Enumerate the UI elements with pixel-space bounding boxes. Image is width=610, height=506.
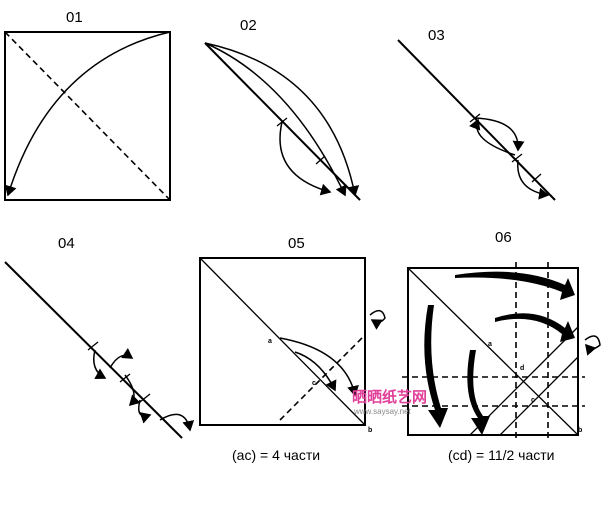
tick [119,373,131,383]
step-number: 06 [495,229,512,246]
fold-arrow [204,42,360,197]
crease [407,267,579,436]
step-03: 03 [397,27,556,201]
caption: (ac) = 4 части [232,447,320,463]
fold-arrow [279,337,359,397]
fold-arrow [138,399,152,424]
step-number: 05 [288,235,305,252]
tick [276,117,288,127]
point-label: a [268,338,272,345]
fold-arrow [159,413,195,432]
paper [397,39,556,201]
fold-line [4,31,171,201]
crease [199,257,366,426]
watermark-url: www.saysay.net [353,407,412,416]
fold-arrow [279,121,332,196]
fold-arrow [517,159,550,200]
point-label: d [520,365,524,372]
crease [499,356,579,436]
paper [4,31,171,201]
step-number: 04 [58,235,75,252]
tick [315,155,326,165]
fold-arrow [469,118,516,156]
fold-arrow [93,349,107,380]
tick [139,393,151,403]
point-label: c [312,380,316,387]
caption: (cd) = 11/2 части [448,447,554,463]
fold-arrow [294,351,337,392]
step-number: 01 [66,9,83,26]
fold-arrow [495,313,575,342]
fold-arrow [455,271,575,300]
step-04: 04 [4,235,195,439]
fold-arrow [204,42,347,197]
step-02: 02 [204,17,361,201]
tick [469,113,481,123]
step-06: 06 a d c b (cd) = 11/2 части [402,229,601,463]
tick [511,153,523,163]
point-label: a [488,341,492,348]
fold-arrow [109,348,134,369]
fold-arrow [124,374,141,407]
step-number: 02 [240,17,257,34]
fold-line [279,334,366,421]
point-label: b [578,427,582,434]
turn-over [584,335,601,356]
step-number: 03 [428,27,445,44]
tick [531,173,542,183]
paper [407,267,579,436]
step-01: 01 [4,9,171,201]
fold-arrow [467,350,490,435]
watermark-title: 晒晒纸艺网 [352,388,427,406]
point-label: b [368,427,372,434]
fold-arrow [4,31,171,197]
step-05: 05 a c b (ac) = 4 части [199,235,386,463]
point-label: c [531,397,535,404]
paper [199,257,366,426]
fold-arrow [474,117,525,152]
paper [4,261,183,439]
fold-arrow [424,305,448,428]
turn-over [369,309,386,330]
tick [87,341,99,351]
